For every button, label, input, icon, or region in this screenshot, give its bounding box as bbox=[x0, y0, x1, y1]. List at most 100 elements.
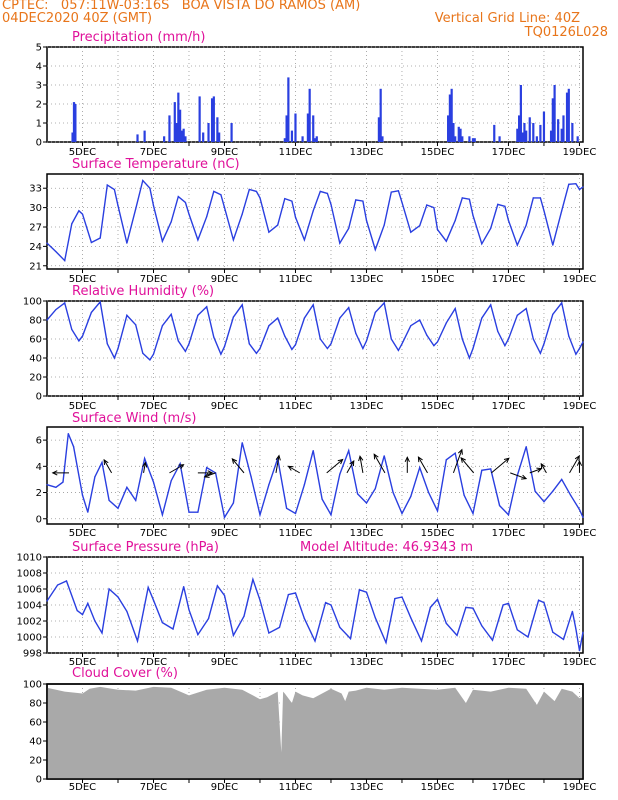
data-point bbox=[481, 317, 483, 319]
data-point bbox=[223, 516, 226, 519]
data-point bbox=[539, 197, 542, 199]
precip-bar bbox=[448, 94, 451, 142]
data-point bbox=[358, 589, 360, 591]
data-point bbox=[582, 516, 584, 519]
data-point bbox=[445, 622, 447, 625]
data-point bbox=[429, 606, 431, 609]
wind-vector-head bbox=[231, 458, 238, 464]
x-tick-label: 7DEC bbox=[140, 657, 167, 668]
data-point bbox=[355, 199, 357, 201]
data-point bbox=[575, 183, 577, 185]
data-point bbox=[259, 347, 261, 350]
data-point bbox=[206, 306, 208, 308]
data-point bbox=[255, 190, 258, 193]
data-point bbox=[326, 347, 329, 350]
data-point bbox=[319, 338, 321, 340]
x-tick-label: 17DEC bbox=[492, 147, 526, 158]
data-point bbox=[552, 490, 554, 492]
data-point bbox=[206, 216, 208, 218]
wind-vector bbox=[204, 472, 216, 478]
data-point bbox=[401, 201, 403, 204]
data-point bbox=[568, 335, 570, 337]
data-point bbox=[516, 629, 518, 631]
data-point bbox=[374, 488, 376, 490]
panel-title: Precipitation (mm/h) bbox=[72, 30, 205, 45]
data-point bbox=[312, 449, 314, 452]
data-point bbox=[575, 353, 577, 355]
data-point bbox=[507, 602, 510, 605]
series-line-pres bbox=[46, 576, 584, 651]
data-point bbox=[383, 224, 385, 226]
data-point bbox=[248, 343, 250, 345]
data-point bbox=[76, 610, 78, 612]
x-tick-label: 5DEC bbox=[69, 657, 96, 668]
data-point bbox=[188, 213, 190, 215]
data-point bbox=[284, 197, 286, 200]
data-point bbox=[527, 636, 529, 638]
data-point bbox=[552, 631, 554, 633]
data-point bbox=[144, 457, 146, 460]
data-point bbox=[410, 231, 412, 233]
data-point bbox=[410, 495, 412, 498]
panel-pres: 998 1000 1002 1004 1006 1008 1010 5DEC 7DEC 9DEC 1… bbox=[17, 540, 597, 668]
data-point bbox=[561, 478, 563, 481]
precip-bar bbox=[198, 96, 201, 142]
precip-bar bbox=[377, 117, 380, 142]
wind-vector-head bbox=[417, 456, 423, 463]
data-point bbox=[419, 225, 421, 227]
x-tick-label: 19DEC bbox=[563, 782, 597, 793]
precip-bar bbox=[447, 115, 450, 142]
precip-bar bbox=[173, 102, 176, 142]
data-point bbox=[184, 350, 187, 352]
data-point bbox=[81, 335, 84, 337]
data-point bbox=[436, 598, 439, 601]
y-tick-label: 30 bbox=[29, 203, 42, 214]
data-point bbox=[142, 179, 144, 182]
data-point bbox=[268, 484, 270, 486]
data-point bbox=[294, 344, 297, 346]
data-point bbox=[213, 336, 215, 338]
data-point bbox=[383, 455, 385, 457]
y-tick-label: 0 bbox=[36, 392, 42, 403]
data-point bbox=[117, 347, 119, 350]
data-point bbox=[78, 340, 80, 342]
panel-title: Cloud Cover (%) bbox=[72, 666, 178, 681]
y-tick-label: 4 bbox=[36, 462, 42, 473]
y-tick-label: 4 bbox=[36, 62, 42, 73]
data-point bbox=[497, 203, 499, 205]
data-point bbox=[94, 476, 96, 478]
data-point bbox=[454, 308, 456, 310]
panel-precip: 0 1 2 3 4 5 5DEC 7DEC 9DEC 11DEC 13DEC 15DEC 17DEC 19… bbox=[36, 30, 597, 158]
x-tick-label: 19DEC bbox=[563, 528, 597, 539]
data-point bbox=[582, 341, 584, 343]
data-point bbox=[64, 302, 66, 304]
data-point bbox=[348, 307, 350, 309]
precip-bar bbox=[315, 136, 318, 142]
data-point bbox=[454, 219, 456, 222]
data-point bbox=[65, 580, 68, 582]
precip-bar bbox=[184, 136, 187, 142]
data-point bbox=[197, 314, 199, 316]
y-tick-label: 27 bbox=[29, 222, 42, 233]
data-point bbox=[268, 325, 270, 327]
wind-vector bbox=[540, 463, 547, 474]
data-point bbox=[426, 334, 428, 336]
data-point bbox=[197, 239, 199, 241]
precip-bar bbox=[452, 123, 455, 142]
data-point bbox=[468, 198, 471, 200]
panel-wind: 0 2 4 6 5DEC 7DEC 9DEC 11DEC 13DEC 15DEC 17DEC 19DE… bbox=[36, 411, 597, 539]
x-tick-label: 5DEC bbox=[69, 782, 96, 793]
data-point bbox=[397, 349, 400, 351]
wind-vector-head bbox=[404, 456, 410, 462]
wind-vector bbox=[491, 457, 510, 474]
precip-bar bbox=[567, 88, 570, 142]
wind-vector bbox=[231, 458, 245, 474]
precip-bar bbox=[498, 136, 501, 142]
data-point bbox=[319, 190, 321, 193]
data-point bbox=[397, 190, 400, 192]
data-point bbox=[179, 463, 181, 465]
x-tick-label: 7DEC bbox=[140, 147, 167, 158]
data-point bbox=[571, 610, 573, 613]
data-point bbox=[126, 314, 128, 316]
data-point bbox=[294, 216, 297, 218]
